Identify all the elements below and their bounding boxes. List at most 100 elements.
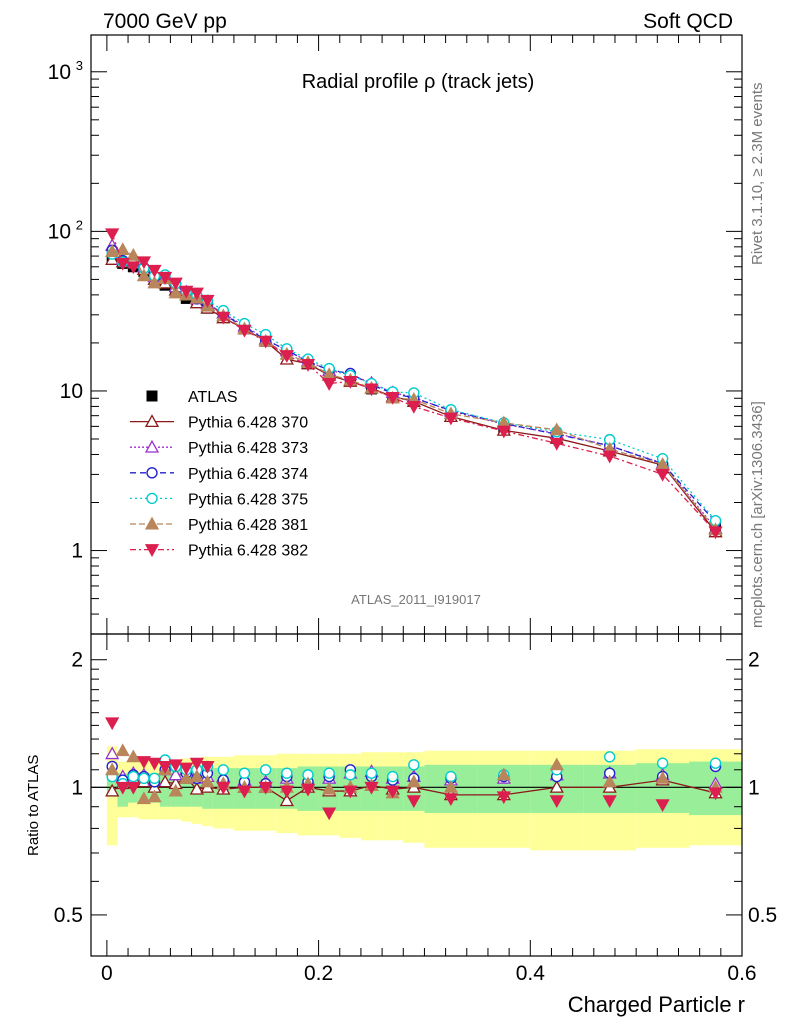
ratio-point — [655, 799, 670, 813]
ratio-point — [136, 791, 152, 805]
legend-marker — [146, 390, 158, 402]
ratio-point — [279, 793, 294, 807]
ratio-point — [105, 762, 120, 776]
band-stat — [159, 769, 171, 807]
ratio-point — [708, 787, 723, 801]
legend-item: Pythia 6.428 375 — [130, 491, 308, 508]
legend-item: Pythia 6.428 381 — [130, 516, 308, 534]
data-point — [237, 324, 252, 338]
x-tick-label: 0.2 — [304, 962, 333, 985]
ratio-point — [127, 770, 140, 783]
data-point — [364, 383, 379, 397]
ratio-point — [200, 774, 215, 788]
ratio-y-tick-label: 2 — [71, 649, 83, 672]
data-point — [343, 376, 358, 389]
legend-label: Pythia 6.428 374 — [188, 466, 308, 483]
ratio-point — [281, 767, 293, 779]
analysis-id: ATLAS_2011_I919017 — [351, 592, 481, 607]
y-tick-label: 10 — [60, 380, 83, 403]
ratio-point — [168, 783, 183, 797]
ratio-point — [138, 772, 150, 785]
ratio-point — [496, 767, 511, 781]
data-point — [300, 359, 316, 372]
ratio-point — [168, 759, 183, 773]
ratio-point — [105, 783, 120, 797]
y-tick-label-exponent: 2 — [76, 217, 83, 232]
data-point — [406, 400, 421, 414]
ratio-point — [279, 785, 294, 799]
legend-label: ATLAS — [188, 389, 238, 406]
series-pythia-6-428-373 — [105, 238, 723, 790]
ratio-y-tick-label-right: 2 — [748, 649, 760, 672]
ratio-point — [602, 774, 617, 788]
y-tick-label-exponent: 3 — [76, 58, 83, 73]
data-point — [147, 264, 162, 278]
ratio-y-tick-label-right: 1 — [748, 776, 760, 799]
legend-item: Pythia 6.428 374 — [130, 466, 308, 483]
chart-title: Radial profile ρ (track jets) — [302, 71, 535, 93]
ratio-point — [189, 769, 204, 783]
data-point — [157, 271, 173, 285]
series-pythia-6-428-382 — [105, 228, 723, 821]
y-tick-label: 1 — [71, 540, 83, 563]
legend-marker — [146, 492, 158, 505]
ratio-point — [656, 757, 669, 769]
ratio-point — [126, 781, 141, 795]
ratio-y-tick-label: 1 — [71, 776, 83, 799]
x-tick-label: 0.4 — [516, 962, 546, 985]
data-point — [126, 247, 141, 261]
ratio-point — [189, 757, 204, 771]
legend-label: Pythia 6.428 381 — [188, 517, 308, 534]
data-point — [708, 526, 723, 540]
mcplots-label: mcplots.cern.ch [arXiv:1306.3436] — [749, 401, 766, 628]
ratio-point — [148, 772, 161, 785]
ratio-y-tick-label-right: 0.5 — [748, 904, 777, 927]
ratio-point — [238, 767, 251, 779]
x-tick-label: 0.6 — [727, 962, 756, 985]
chart-legend: ATLAS Pythia 6.428 370 Pythia 6.428 373 Pyt… — [130, 389, 308, 560]
ratio-point — [157, 761, 173, 774]
data-point — [279, 350, 294, 363]
legend-marker — [144, 439, 160, 453]
ratio-point — [105, 717, 120, 731]
ratio-point — [364, 781, 379, 795]
ratio-point — [217, 764, 230, 776]
ratio-y-axis-label: Ratio to ATLAS — [25, 755, 42, 856]
data-point — [105, 244, 120, 257]
ratio-point — [443, 793, 459, 807]
legend-marker — [146, 467, 158, 479]
series-line — [111, 233, 717, 533]
ratio-point — [406, 774, 421, 788]
data-point — [216, 311, 231, 325]
ratio-point — [549, 757, 564, 771]
ratio-point — [136, 756, 152, 769]
rivet-label: Rivet 3.1.10, ≥ 2.3M events — [749, 83, 766, 266]
legend-label: Pythia 6.428 370 — [188, 415, 308, 432]
ratio-point — [157, 774, 173, 788]
data-point — [549, 422, 564, 436]
ratio-point — [237, 785, 252, 799]
ratio-point — [602, 795, 617, 809]
data-point — [168, 285, 183, 299]
data-point — [179, 285, 194, 299]
ratio-point — [168, 767, 183, 781]
legend-item: Pythia 6.428 370 — [130, 414, 308, 432]
ratio-point — [115, 781, 130, 795]
data-point — [115, 242, 130, 256]
ratio-point — [496, 791, 511, 805]
data-point — [655, 468, 670, 482]
ratio-point — [549, 795, 564, 809]
ratio-point — [323, 767, 335, 779]
ratio-point — [365, 767, 378, 779]
legend-label: Pythia 6.428 382 — [188, 543, 308, 560]
ratio-point — [385, 785, 400, 799]
legend-marker — [144, 544, 160, 557]
legend-item: ATLAS — [146, 389, 238, 406]
data-point — [322, 378, 337, 391]
ratio-point — [443, 779, 459, 793]
chart-series — [105, 228, 723, 821]
ratio-point — [322, 781, 337, 795]
ratio-point — [549, 779, 564, 793]
y-tick-label: 10 — [48, 61, 71, 84]
x-axis-label: Charged Particle r — [568, 992, 745, 1017]
